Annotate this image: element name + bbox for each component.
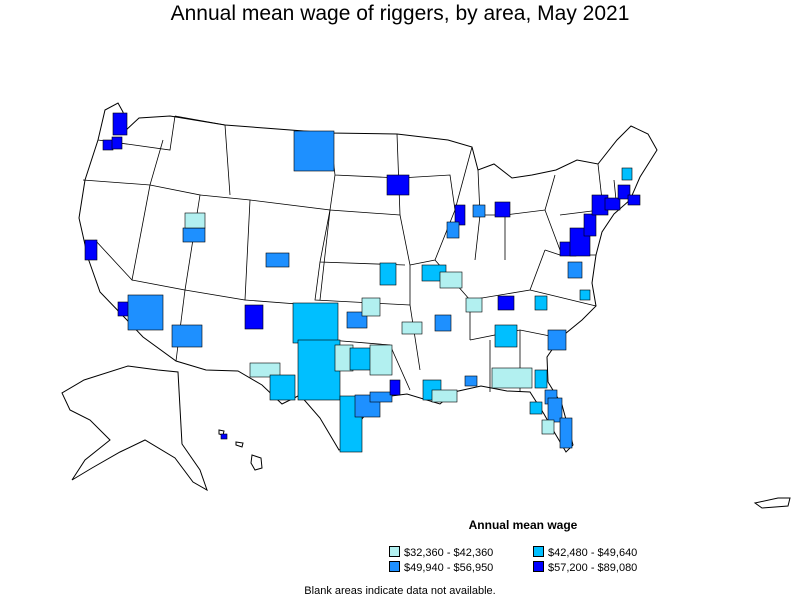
legend-label-1: $32,360 - $42,360 — [404, 547, 494, 559]
map-title: Annual mean wage of riggers, by area, Ma… — [170, 2, 630, 25]
legend-swatch-3 — [389, 561, 400, 572]
legend-swatch-1 — [389, 546, 400, 557]
legend-label-3: $49,940 - $56,950 — [404, 562, 494, 574]
wage-areas — [84, 112, 641, 453]
footnote: Blank areas indicate data not available. — [304, 585, 496, 597]
legend-item-2: $42,480 - $49,640 — [533, 546, 637, 559]
legend-label-2: $42,480 - $49,640 — [548, 547, 638, 559]
legend-item-3: $49,940 - $56,950 — [389, 561, 493, 574]
legend-title: Annual mean wage — [468, 518, 578, 532]
legend-label-4: $57,200 - $89,080 — [548, 562, 638, 574]
hawaii-islands — [218, 429, 263, 471]
alaska-outline — [61, 365, 208, 492]
legend-item-4: $57,200 - $89,080 — [533, 561, 637, 574]
legend-swatch-2 — [533, 546, 544, 557]
legend-swatch-4 — [533, 561, 544, 572]
legend-item-1: $32,360 - $42,360 — [389, 546, 493, 559]
puerto-rico-outline — [753, 497, 791, 509]
